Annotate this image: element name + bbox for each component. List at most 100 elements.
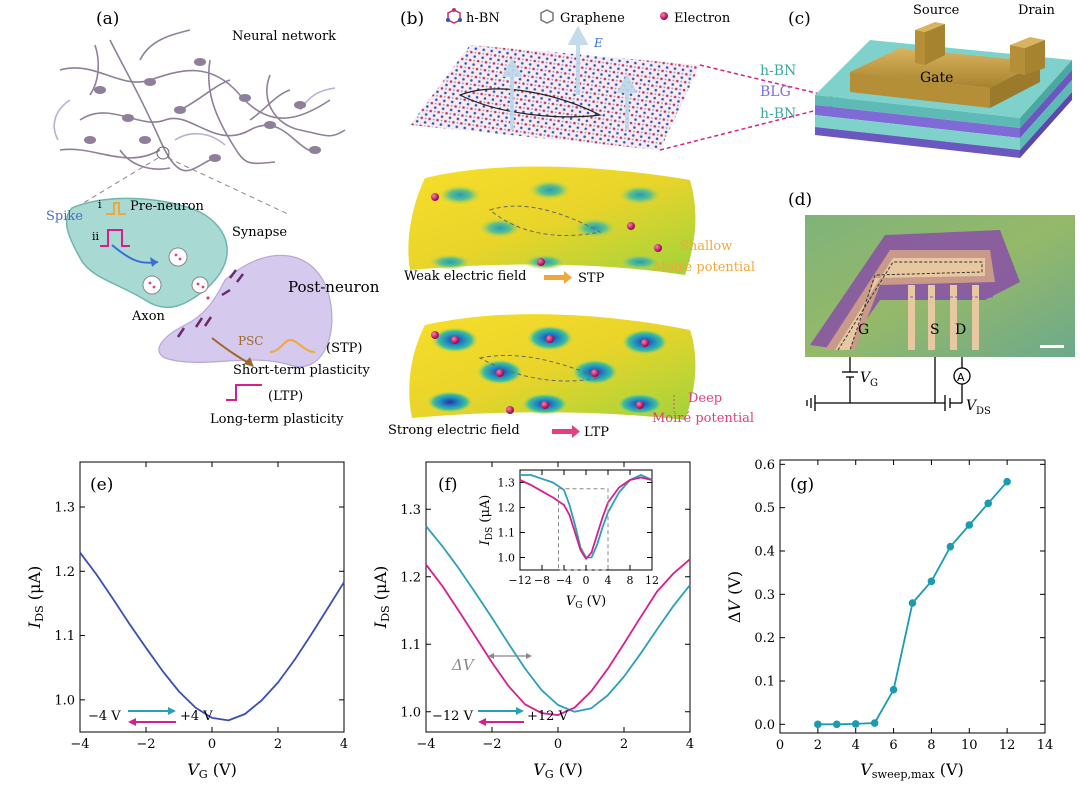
legend-hbn: h-BN — [466, 11, 500, 26]
axis-label: VG (V) — [187, 760, 237, 781]
sweep-to-label: +4 V — [180, 709, 213, 724]
electrode-d — [950, 285, 957, 350]
electrode-4 — [972, 285, 979, 350]
axis-label: ΔV (V) — [725, 571, 744, 623]
data-point — [946, 542, 955, 551]
y-tick-label: 1.0 — [498, 551, 516, 564]
x-tick-label: 6 — [889, 738, 897, 753]
stp-curve-icon — [269, 338, 316, 353]
weak-stp-label: STP — [578, 271, 605, 286]
panel-label: (e) — [90, 475, 113, 495]
x-tick-label: 4 — [686, 737, 694, 752]
y-tick-label: 1.3 — [400, 503, 421, 518]
source-electrode — [915, 22, 945, 32]
gate-label: Gate — [920, 70, 953, 86]
post-neuron-label: Post-neuron — [288, 278, 380, 296]
x-tick-label: 2 — [814, 738, 822, 753]
hbn-top-label: h-BN — [760, 63, 796, 79]
spike-label: Spike — [46, 209, 83, 224]
field-arrows — [501, 25, 638, 130]
post-neuron-shape — [158, 254, 333, 368]
panel-d: (d) G S D — [788, 190, 1075, 417]
drain-label: Drain — [1018, 3, 1056, 18]
synapse-label: Synapse — [232, 225, 287, 240]
pre-neuron-label: Pre-neuron — [130, 199, 205, 214]
x-tick-label: 14 — [1037, 738, 1054, 753]
zoom-line-1 — [699, 64, 846, 101]
axis-label: VG (V) — [566, 594, 606, 611]
field-label: E — [593, 36, 603, 50]
x-tick-label: 4 — [340, 737, 348, 752]
stp-long-label: Short-term plasticity — [233, 363, 370, 378]
panel-a-label: (a) — [96, 9, 119, 29]
series-line-backward — [425, 558, 691, 716]
delta-v-arrowhead-icon — [488, 653, 494, 659]
y-tick-label: 1.1 — [400, 638, 421, 653]
y-tick-label: 0.4 — [754, 545, 775, 560]
ltp-curve-icon — [226, 384, 262, 401]
chart-e: −4 −2 0 2 4 1.0 1.1 1.2 1.3 (e) VG (V) IDS (μA) −4 V… — [25, 461, 348, 781]
backward-arrowhead-icon — [478, 718, 486, 726]
panel-c: (c) Source Drain Gate h-BN BLG h-BN — [760, 3, 1072, 158]
sweep-to-label: +12 V — [527, 709, 569, 724]
series-line — [79, 552, 345, 722]
pre-neuron-shape — [65, 197, 228, 309]
delta-v-label: ΔV — [451, 656, 476, 674]
x-tick-label: −4 — [416, 737, 435, 752]
data-point — [814, 720, 822, 729]
legend-electron: Electron — [674, 11, 731, 26]
panel-b: (b) h-BN Graphene Electron E — [388, 8, 846, 440]
plot-frame — [779, 459, 1046, 734]
backward-arrowhead-icon — [128, 718, 136, 726]
strong-field-surface — [409, 314, 696, 420]
blg-layer — [815, 105, 1020, 138]
data-point — [870, 719, 879, 727]
y-tick-label: 1.2 — [498, 501, 516, 514]
y-tick-label: 1.3 — [54, 501, 75, 516]
zoom-line-right — [167, 157, 291, 216]
spike-i-label: i — [98, 198, 102, 211]
spike-i-icon — [106, 202, 126, 215]
electrode-s — [928, 285, 935, 350]
data-point — [1003, 477, 1011, 486]
x-tick-label: −4 — [556, 574, 572, 587]
x-tick-label: 8 — [627, 574, 634, 587]
hbn-legend-icon — [446, 8, 462, 24]
deep-moire-label: Moiré potential — [652, 411, 754, 426]
y-tick-label: 1.0 — [54, 693, 75, 708]
inset-series-backward — [519, 476, 653, 560]
data-point — [889, 685, 898, 694]
x-tick-label: 4 — [852, 738, 860, 753]
x-tick-label: 4 — [605, 574, 612, 587]
zoom-circle — [156, 146, 170, 160]
d-label: D — [955, 322, 966, 338]
ammeter-icon: A — [957, 371, 965, 384]
y-tick-label: 1.1 — [54, 629, 75, 644]
drain-electrode — [1010, 37, 1045, 48]
data-point — [984, 499, 993, 508]
hbn-bottom-label: h-BN — [760, 106, 796, 122]
circuit — [806, 357, 971, 411]
strong-arrow-icon — [552, 429, 572, 434]
x-tick-label: −12 — [508, 574, 531, 587]
axis-label: VG (V) — [533, 760, 583, 781]
spike-ii-label: ii — [92, 230, 100, 243]
zoom-line-left — [79, 157, 159, 206]
forward-arrowhead-icon — [168, 707, 176, 715]
electron-legend-icon — [660, 12, 668, 20]
x-tick-label: 8 — [927, 738, 935, 753]
data-point — [927, 577, 936, 586]
plot-frame — [79, 461, 345, 733]
panel-label: (g) — [790, 475, 814, 495]
inset-zoom-box — [558, 488, 609, 571]
axis-label: IDS (μA) — [25, 566, 46, 630]
x-tick-label: 10 — [961, 738, 978, 753]
vg-sub: G — [870, 378, 878, 389]
x-tick-label: 12 — [645, 574, 659, 587]
shallow-label: Shallow — [680, 239, 732, 254]
x-tick-label: 0 — [554, 737, 562, 752]
hbn-bottom-layer — [815, 115, 1020, 150]
panel-c-label: (c) — [788, 9, 811, 29]
electrode-1 — [908, 285, 915, 350]
strong-ltp-label: LTP — [584, 425, 609, 440]
